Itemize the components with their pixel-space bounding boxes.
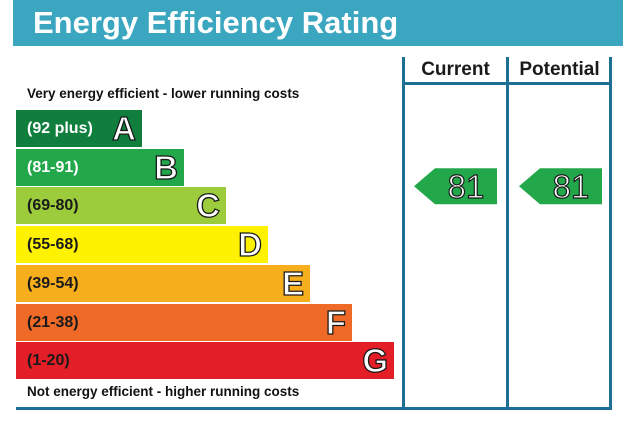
band-letter: F (325, 303, 346, 341)
band-letter: E (281, 264, 304, 302)
band-range-label: (21-38) (27, 313, 79, 331)
band-range-label: (1-20) (27, 352, 70, 370)
band-letter: D (238, 225, 263, 264)
band-letter: C (196, 187, 221, 225)
band-range-label: (69-80) (27, 197, 79, 215)
band-letter: B (154, 148, 179, 186)
grid-line-left (402, 57, 405, 410)
band-letter: A (112, 109, 137, 147)
band-range-label: (92 plus) (27, 120, 93, 137)
band-range-label: (39-54) (27, 274, 79, 292)
band-c: (69-80) C (16, 187, 226, 225)
band-d: (55-68) D (16, 225, 268, 264)
band-a: (92 plus) A (16, 109, 142, 148)
chart-title: Energy Efficiency Rating (13, 0, 623, 46)
potential-arrow-shape (519, 168, 602, 205)
bottom-rule (16, 407, 612, 410)
band-g: (1-20) G (16, 342, 394, 380)
current-arrow-shape (414, 168, 497, 205)
band-b: (81-91) B (16, 148, 184, 186)
grid-line-right (609, 57, 612, 410)
band-letter: G (362, 342, 389, 380)
potential-rating-value: 81 (553, 168, 590, 205)
potential-column-header: Potential (519, 59, 600, 80)
band-f: (21-38) F (16, 303, 352, 341)
top-note: Very energy efficient - lower running co… (27, 86, 300, 101)
band-range-label: (81-91) (27, 158, 79, 176)
band-e: (39-54) E (16, 264, 310, 302)
header-divider (402, 82, 612, 85)
current-rating-value: 81 (448, 168, 485, 205)
band-range-label: (55-68) (27, 236, 79, 254)
current-rating-arrow: 81 (414, 168, 497, 206)
current-column-header: Current (421, 59, 490, 80)
grid-line-middle (506, 57, 509, 410)
potential-rating-arrow: 81 (519, 168, 602, 206)
bottom-note: Not energy efficient - higher running co… (27, 384, 300, 399)
